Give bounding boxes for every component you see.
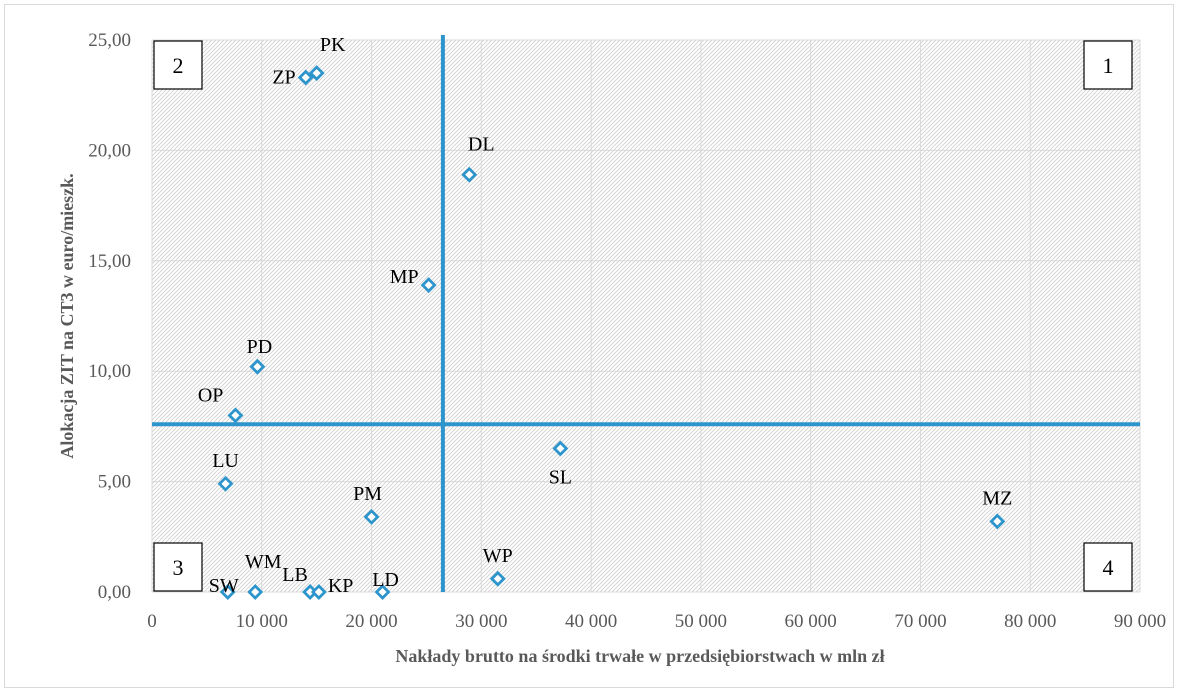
y-axis-title: Alokacja ZIT na CT3 w euro/mieszk.: [57, 173, 77, 458]
chart-frame: [4, 4, 1174, 688]
point-label-sl: SL: [549, 466, 572, 488]
point-label-lb: LB: [282, 564, 308, 586]
point-label-mz: MZ: [982, 487, 1012, 509]
y-tick-label: 10,00: [88, 361, 131, 382]
quadrant-label-1: 1: [1083, 40, 1133, 90]
data-point-ld: [374, 584, 391, 600]
x-tick-label: 70 000: [894, 611, 946, 632]
x-tick-label: 40 000: [565, 611, 617, 632]
svg-text:4: 4: [1103, 555, 1114, 580]
x-tick-label: 80 000: [1004, 611, 1056, 632]
quadrant-labels: 1 2 3 4: [153, 40, 1133, 592]
point-label-pk: PK: [320, 34, 346, 56]
x-axis-title: Nakłady brutto na środki trwałe w przeds…: [395, 646, 884, 666]
data-point-wm: [247, 584, 264, 600]
svg-text:3: 3: [173, 555, 184, 580]
quadrant-label-4: 4: [1083, 542, 1133, 592]
point-label-kp: KP: [328, 575, 354, 597]
point-label-dl: DL: [468, 134, 495, 156]
point-label-wm: WM: [245, 551, 282, 573]
y-tick-label: 0,00: [98, 582, 131, 603]
quadrant-label-2: 2: [153, 40, 203, 90]
quadrant-label-3: 3: [153, 542, 203, 592]
data-point-op: [227, 407, 244, 424]
data-point-mp: [420, 277, 437, 294]
x-tick-label: 50 000: [675, 611, 727, 632]
x-tick-label: 0: [147, 611, 157, 632]
data-point-lu: [217, 475, 234, 492]
plot-area-background: [152, 40, 1140, 592]
reference-lines: [152, 35, 1140, 592]
data-point-pk: [308, 65, 325, 82]
data-points: [217, 65, 1006, 600]
x-tick-label: 20 000: [345, 611, 397, 632]
point-label-zp: ZP: [272, 67, 295, 89]
point-label-op: OP: [198, 384, 224, 406]
data-point-pd: [249, 358, 266, 375]
x-tick-label: 60 000: [785, 611, 837, 632]
y-tick-label: 15,00: [88, 251, 131, 272]
y-tick-label: 5,00: [98, 472, 131, 493]
grid-lines: [151, 39, 1141, 593]
point-label-wp: WP: [483, 545, 513, 567]
tick-labels: 0 10 000 20 000 30 000 40 000 50 000 60 000 70 …: [88, 30, 1166, 632]
point-label-pm: PM: [353, 483, 382, 505]
data-point-pm: [363, 508, 380, 525]
data-point-kp: [310, 584, 327, 600]
data-point-mz: [989, 513, 1006, 530]
data-point-dl: [461, 166, 478, 183]
svg-text:2: 2: [173, 53, 184, 78]
x-tick-label: 30 000: [455, 611, 507, 632]
y-tick-label: 20,00: [88, 140, 131, 161]
svg-text:1: 1: [1103, 53, 1114, 78]
point-label-pd: PD: [247, 336, 273, 358]
data-point-sl: [552, 440, 569, 457]
data-point-sw: [219, 584, 236, 600]
y-tick-label: 25,00: [88, 30, 131, 51]
point-label-sw: SW: [209, 575, 239, 597]
x-tick-label: 90 000: [1114, 611, 1166, 632]
point-label-lu: LU: [212, 450, 239, 472]
data-point-zp: [297, 69, 314, 86]
data-point-wp: [489, 570, 506, 587]
point-label-mp: MP: [390, 266, 419, 288]
x-tick-label: 10 000: [236, 611, 288, 632]
point-label-ld: LD: [372, 569, 399, 591]
